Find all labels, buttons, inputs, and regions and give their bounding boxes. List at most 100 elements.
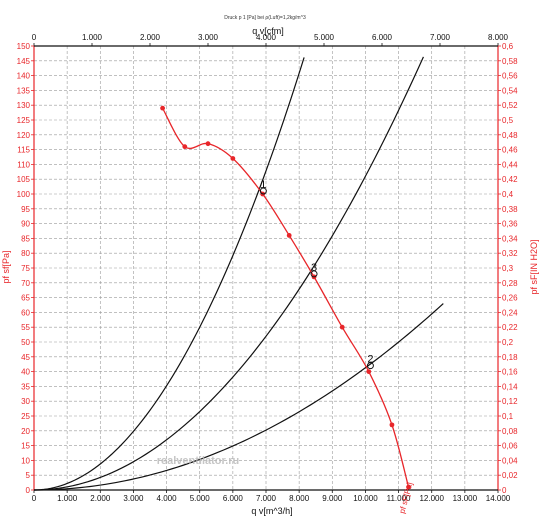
fan-curve-point xyxy=(160,105,165,111)
y-tick-label: 25 xyxy=(21,412,30,421)
system-curve-3 xyxy=(33,303,444,491)
operating-points: 1 3 2 xyxy=(259,179,374,370)
y-tick-label: 70 xyxy=(21,279,30,288)
chart-title: Druck p 1 [Pa] bei ρ(Luft)=1,2kg/m^3 xyxy=(224,15,306,21)
x2-tick-label: 8.000 xyxy=(488,33,509,42)
y-tick-label: 100 xyxy=(17,190,31,199)
x-tick-label: 7.000 xyxy=(256,494,277,503)
y2-tick-label: 0,52 xyxy=(502,101,518,110)
x-tick-label: 1.000 xyxy=(57,494,78,503)
x-axis-label-top: q v[cfm] xyxy=(252,26,284,36)
y-tick-label: 45 xyxy=(21,353,30,362)
grid-lines xyxy=(34,46,498,490)
y2-tick-label: 0,1 xyxy=(502,412,514,421)
fan-curve-point xyxy=(406,484,411,490)
y-tick-label: 75 xyxy=(21,264,30,273)
x2-tick-label: 4.000 xyxy=(256,33,277,42)
watermark-text: realventilator.ru xyxy=(157,455,240,467)
y2-tick-label: 0,4 xyxy=(502,190,514,199)
x2-tick-label: 0 xyxy=(32,33,37,42)
system-curves xyxy=(33,56,444,491)
fan-curve-point xyxy=(205,141,211,147)
y2-tick-label: 0,32 xyxy=(502,249,518,258)
x-tick-label: 13.000 xyxy=(453,494,478,503)
operating-point-label: 3 xyxy=(311,262,317,274)
y-tick-label: 20 xyxy=(21,427,30,436)
fan-curve-point xyxy=(182,144,188,150)
y2-tick-label: 0,56 xyxy=(502,72,518,81)
y-tick-label: 10 xyxy=(21,456,30,465)
y-axis-label-left: pf sf[Pa] xyxy=(1,250,11,283)
y-tick-label: 65 xyxy=(21,294,30,303)
y2-tick-label: 0,42 xyxy=(502,175,518,184)
y2-tick-label: 0,5 xyxy=(502,116,514,125)
y-tick-label: 60 xyxy=(21,308,30,317)
y-tick-label: 145 xyxy=(17,57,31,66)
y2-tick-label: 0,58 xyxy=(502,57,518,66)
y2-tick-label: 0,18 xyxy=(502,353,518,362)
y-tick-label: 5 xyxy=(26,471,31,480)
x2-tick-label: 7.000 xyxy=(430,33,451,42)
operating-point-marker xyxy=(366,362,374,370)
x-tick-label: 6.000 xyxy=(223,494,244,503)
x2-tick-label: 1.000 xyxy=(82,33,103,42)
y2-tick-label: 0,2 xyxy=(502,338,514,347)
fan-curve: pf sF[Pa] xyxy=(160,105,414,514)
x-tick-label: 11.000 xyxy=(387,494,411,503)
x-tick-label: 8.000 xyxy=(289,494,310,503)
y-axis-label-right: pf sF[IN H2O] xyxy=(529,239,539,294)
x2-tick-label: 5.000 xyxy=(314,33,335,42)
x-tick-label: 4.000 xyxy=(157,494,178,503)
y2-tick-label: 0,28 xyxy=(502,279,518,288)
y-tick-label: 80 xyxy=(21,249,30,258)
y2-tick-label: 0,04 xyxy=(502,456,518,465)
y2-tick-label: 0,24 xyxy=(502,308,518,317)
y2-tick-label: 0,36 xyxy=(502,220,518,229)
fan-curve-point xyxy=(286,233,292,238)
x-tick-label: 12.000 xyxy=(419,494,444,503)
x-tick-label: 9.000 xyxy=(322,494,343,503)
y-tick-label: 95 xyxy=(21,205,30,214)
y-tick-label: 140 xyxy=(17,72,31,81)
x2-tick-label: 2.000 xyxy=(140,33,161,42)
y2-tick-label: 0,12 xyxy=(502,397,518,406)
y-tick-label: 125 xyxy=(17,116,31,125)
y-tick-label: 90 xyxy=(21,220,30,229)
x-tick-label: 0 xyxy=(32,494,37,503)
y2-tick-label: 0,22 xyxy=(502,323,518,332)
y-tick-label: 30 xyxy=(21,397,30,406)
operating-point-marker xyxy=(310,270,318,278)
x-tick-label: 14.000 xyxy=(486,494,511,503)
y-tick-label: 130 xyxy=(17,101,31,110)
y2-tick-label: 0,02 xyxy=(502,471,518,480)
fan-curve-point xyxy=(389,422,395,428)
operating-point-marker xyxy=(259,187,267,195)
y2-tick-label: 0,44 xyxy=(502,160,518,169)
y-tick-label: 120 xyxy=(17,131,31,140)
y-tick-label: 105 xyxy=(17,175,31,184)
x-tick-label: 3.000 xyxy=(123,494,144,503)
tick-labels: 0 1.000 2.000 3.000 4.000 5.000 6.000 7.000 8.00… xyxy=(17,33,518,503)
y2-tick-label: 0,46 xyxy=(502,146,518,155)
y-tick-label: 150 xyxy=(17,42,31,51)
y2-tick-label: 0,6 xyxy=(502,42,514,51)
fan-curve-point xyxy=(366,369,372,374)
y2-tick-label: 0,34 xyxy=(502,234,518,243)
y2-tick-label: 0,14 xyxy=(502,382,518,391)
y2-tick-label: 0,26 xyxy=(502,294,518,303)
y-tick-label: 85 xyxy=(21,234,30,243)
y2-tick-label: 0,16 xyxy=(502,368,518,377)
y2-tick-label: 0,54 xyxy=(502,86,518,95)
y-tick-label: 50 xyxy=(21,338,30,347)
fan-curve-point xyxy=(230,156,236,161)
y2-tick-label: 0,08 xyxy=(502,427,518,436)
y2-tick-label: 0,48 xyxy=(502,131,518,140)
system-curve-2 xyxy=(33,56,424,491)
y2-tick-label: 0,38 xyxy=(502,205,518,214)
x-tick-label: 2.000 xyxy=(90,494,111,503)
x-tick-label: 5.000 xyxy=(190,494,211,503)
y-tick-label: 40 xyxy=(21,368,30,377)
x-tick-label: 10.000 xyxy=(353,494,378,503)
x2-tick-label: 3.000 xyxy=(198,33,219,42)
